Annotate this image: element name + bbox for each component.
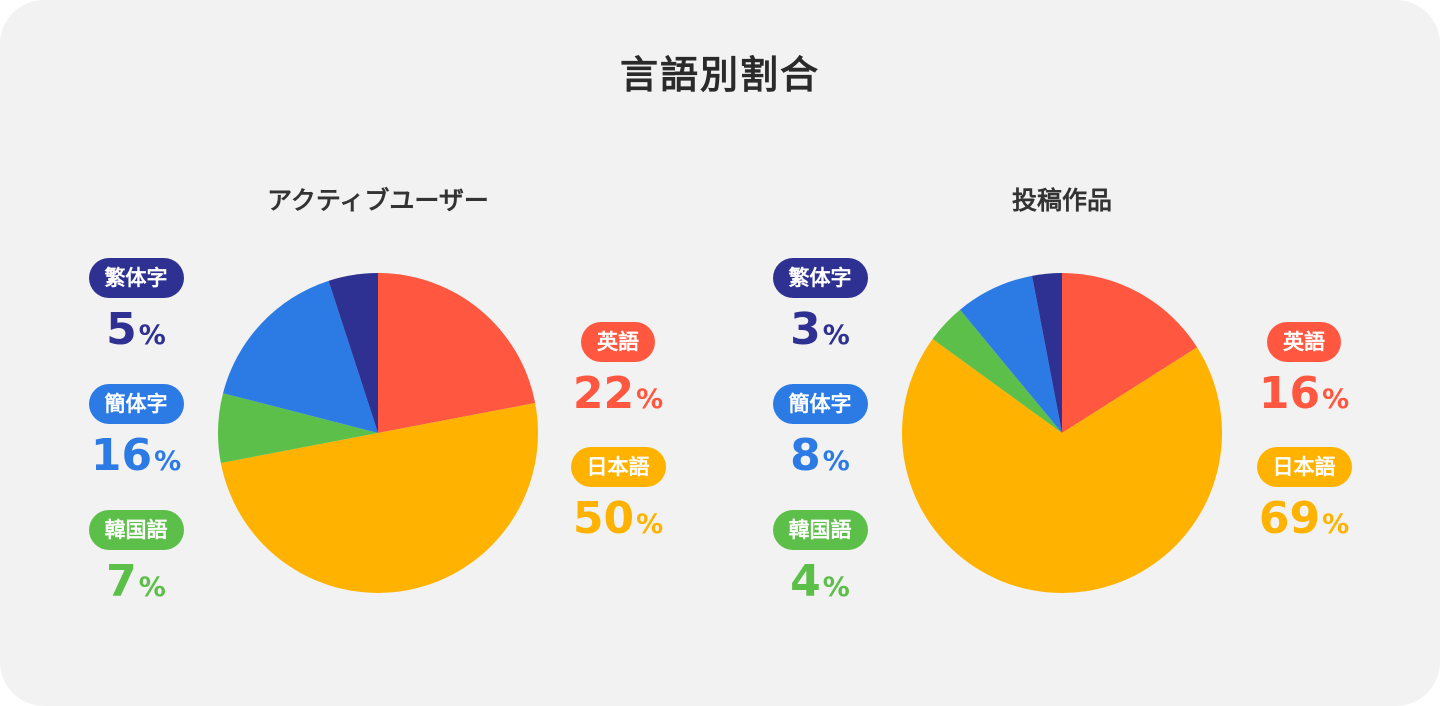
percent-sign: % — [154, 446, 182, 477]
legend-label: 簡体字 — [772, 384, 868, 424]
data-label-value: 16 — [90, 430, 153, 481]
percent-sign: % — [822, 572, 850, 603]
pie-slice-traditional-chinese — [1032, 273, 1062, 433]
percent-sign: % — [822, 446, 850, 477]
legend-label: 英語 — [581, 322, 655, 362]
legend-item-traditional-chinese: 繁体字 3% — [765, 258, 875, 365]
pie-slice-simplified-chinese — [223, 280, 378, 433]
pie-slice-english — [1062, 273, 1198, 433]
legend-label: 繁体字 — [772, 258, 868, 298]
data-label-value: 4 — [790, 556, 821, 607]
pie-slice-simplified-chinese — [960, 275, 1062, 433]
pie-slice-traditional-chinese — [328, 273, 378, 433]
legend-label: 韓国語 — [88, 510, 184, 550]
pie-chart-posted-works — [902, 273, 1222, 593]
pie-slice-korean — [218, 393, 378, 463]
legend-item-simplified-chinese: 簡体字 8% — [765, 384, 875, 491]
data-label-value: 50 — [572, 493, 635, 544]
percent-sign: % — [636, 384, 664, 415]
legend-item-traditional-chinese: 繁体字 5% — [81, 258, 191, 365]
pie-chart-active-users — [218, 273, 538, 593]
legend-label: 日本語 — [1256, 447, 1352, 487]
legend-item-english: 英語 22% — [563, 322, 673, 429]
legend-item-japanese: 日本語 69% — [1249, 447, 1359, 554]
data-label-value: 3 — [790, 304, 821, 355]
legend-label: 簡体字 — [88, 384, 184, 424]
percent-sign: % — [636, 509, 664, 540]
pie-slice-japanese — [902, 338, 1222, 593]
legend-label: 韓国語 — [772, 510, 868, 550]
legend-item-korean: 韓国語 4% — [765, 510, 875, 617]
data-label-value: 69 — [1258, 493, 1321, 544]
percent-sign: % — [138, 572, 166, 603]
pie-slice-korean — [932, 309, 1062, 433]
percent-sign: % — [1322, 384, 1350, 415]
chart-title-active-users: アクティブユーザー — [267, 186, 489, 215]
percent-sign: % — [822, 320, 850, 351]
data-label-value: 22 — [572, 368, 635, 419]
data-label-value: 8 — [790, 430, 821, 481]
data-label-value: 5 — [106, 304, 137, 355]
legend-label: 繁体字 — [88, 258, 184, 298]
legend-label: 日本語 — [570, 447, 666, 487]
legend-item-korean: 韓国語 7% — [81, 510, 191, 617]
percent-sign: % — [1322, 509, 1350, 540]
pie-slice-japanese — [220, 403, 538, 593]
legend-item-japanese: 日本語 50% — [563, 447, 673, 554]
legend-item-english: 英語 16% — [1249, 322, 1359, 429]
pie-slice-english — [378, 273, 536, 433]
chart-title-posted-works: 投稿作品 — [1011, 186, 1112, 215]
legend-label: 英語 — [1267, 322, 1341, 362]
percent-sign: % — [138, 320, 166, 351]
page-title: 言語別割合 — [619, 53, 820, 97]
legend-item-simplified-chinese: 簡体字 16% — [81, 384, 191, 491]
data-label-value: 16 — [1258, 368, 1321, 419]
data-label-value: 7 — [106, 556, 137, 607]
